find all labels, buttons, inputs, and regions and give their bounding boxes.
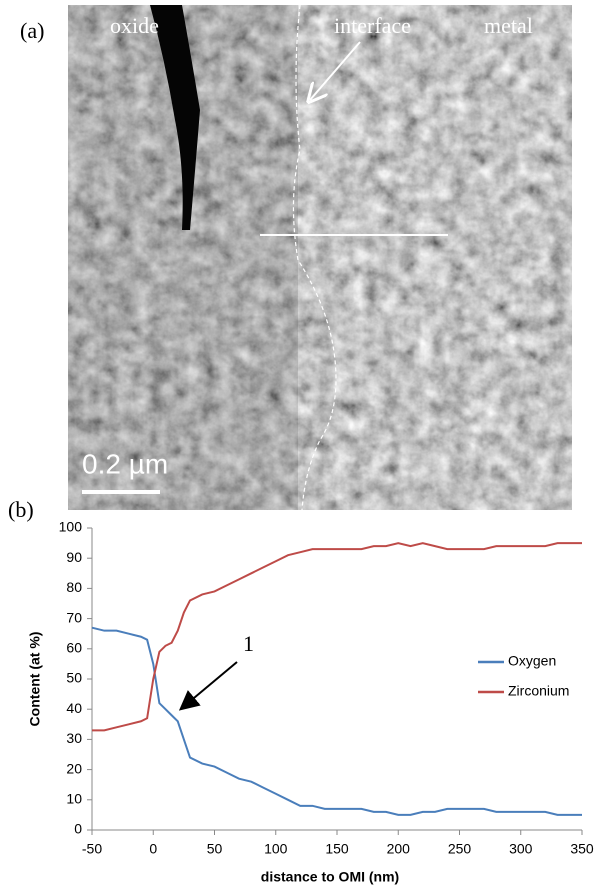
- y-axis-title: Content (at %): [27, 632, 43, 727]
- data-line: [92, 543, 582, 730]
- x-tick-label: 50: [207, 841, 223, 857]
- figure: (a) oxide interface metal 0.2 µm (b) dis…: [0, 0, 598, 889]
- y-tick-label: 90: [66, 549, 82, 565]
- micrograph: [68, 5, 572, 510]
- scale-bar-label: 0.2 µm: [82, 448, 168, 479]
- y-tick-label: 40: [66, 700, 82, 716]
- x-axis-title: distance to OMI (nm): [261, 869, 399, 885]
- x-tick-label: 300: [509, 841, 533, 857]
- annotation: interface: [334, 13, 411, 38]
- y-tick-label: 80: [66, 579, 82, 595]
- y-tick-label: 70: [66, 609, 82, 625]
- legend-label: Oxygen: [508, 653, 556, 669]
- annotation: 1: [243, 631, 254, 656]
- x-tick-label: 200: [387, 841, 411, 857]
- annotation: oxide: [110, 13, 159, 38]
- x-tick-label: 250: [448, 841, 472, 857]
- legend-label: Zirconium: [508, 683, 569, 699]
- x-tick-label: -50: [82, 841, 102, 857]
- x-tick-label: 150: [325, 841, 349, 857]
- x-tick-label: 100: [264, 841, 288, 857]
- y-tick-label: 10: [66, 791, 82, 807]
- y-tick-label: 0: [74, 821, 82, 837]
- panel-label: (b): [8, 497, 34, 522]
- y-tick-label: 60: [66, 640, 82, 656]
- panel-label: (a): [20, 18, 44, 43]
- annotation: metal: [484, 13, 533, 38]
- y-tick-label: 20: [66, 760, 82, 776]
- y-tick-label: 100: [59, 519, 83, 535]
- x-tick-label: 350: [570, 841, 594, 857]
- annotation-arrow: [182, 662, 237, 708]
- y-tick-label: 30: [66, 730, 82, 746]
- x-tick-label: 0: [149, 841, 157, 857]
- y-tick-label: 50: [66, 670, 82, 686]
